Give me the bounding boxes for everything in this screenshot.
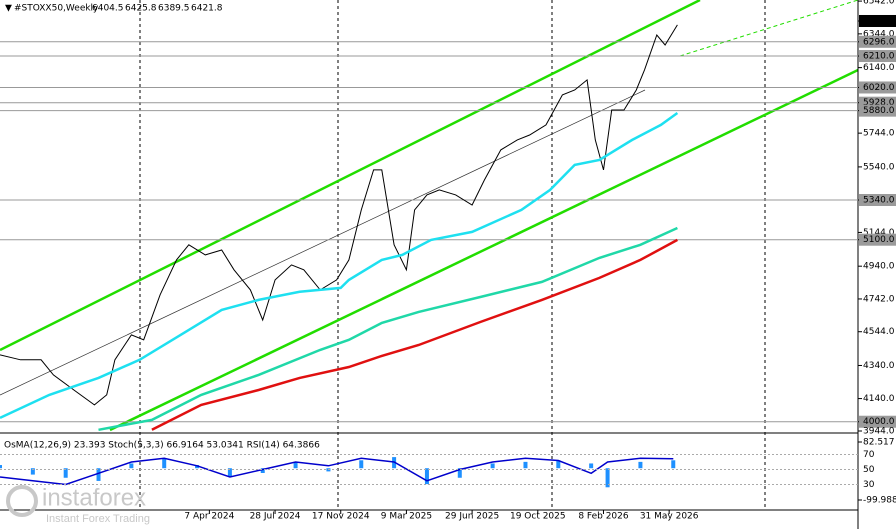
- y-tick-label: 4140.0: [863, 394, 895, 404]
- y-tick-label: 82.517: [863, 438, 895, 448]
- x-tick-label: 29 Jun 2025: [445, 512, 499, 522]
- x-tick-label: 28 Jul 2024: [250, 512, 301, 522]
- price-box: [859, 193, 896, 206]
- collapse-icon[interactable]: ▼: [5, 4, 12, 14]
- ohlc-value: 6404.5: [92, 4, 124, 14]
- trend-line: [0, 89, 646, 396]
- y-tick-label: 3944.0: [863, 427, 895, 437]
- x-tick-label: 7 Apr 2024: [184, 512, 234, 522]
- price-box: [859, 35, 896, 48]
- y-tick-label: 4340.0: [863, 361, 895, 371]
- y2-tick-label: 50: [863, 465, 875, 475]
- y-tick-label: 6344.0: [863, 29, 895, 39]
- y-tick-label: 5880.0: [863, 106, 895, 116]
- ohlc-value: 6389.5: [158, 4, 190, 14]
- osma-bar: [457, 468, 462, 478]
- osma-bar: [0, 465, 2, 469]
- price-box: [859, 81, 896, 94]
- period-separators: [139, 0, 766, 510]
- y-tick-label: 6140.0: [863, 63, 895, 73]
- y-tick-label: 6421.8: [863, 16, 895, 26]
- y-tick-label: 4000.0: [863, 417, 895, 427]
- svg-text:instaforex: instaforex: [42, 484, 146, 511]
- osma-bar: [260, 468, 265, 473]
- y-tick-label: 5744.0: [863, 129, 895, 139]
- moving-average: [0, 111, 679, 420]
- y-tick-label: 6210.0: [863, 52, 895, 62]
- svg-text:Instant Forex Trading: Instant Forex Trading: [46, 513, 150, 525]
- price-box: [859, 233, 896, 246]
- y-tick-label: 5144.0: [863, 228, 895, 238]
- price-line: [0, 24, 678, 406]
- x-tick-label: 31 May 2026: [640, 512, 699, 522]
- indicator-title: OsMA(12,26,9) 23.393 Stoch(5,3,3) 66.916…: [4, 441, 320, 451]
- y2-tick-label: 30: [863, 480, 875, 490]
- osma-bar: [424, 468, 429, 485]
- price-box: [859, 415, 896, 428]
- osma-bar: [63, 468, 68, 478]
- osma-bar: [638, 461, 643, 469]
- y-tick-label: 4940.0: [863, 262, 895, 272]
- rsi-line: [0, 457, 674, 486]
- y-tick-label: 4544.0: [863, 327, 895, 337]
- x-tick-label: 17 Nov 2024: [312, 512, 370, 522]
- osma-bar: [195, 465, 200, 469]
- chart-title: #STOXX50,Weekly: [14, 4, 99, 14]
- y-tick-label: 5540.0: [863, 162, 895, 172]
- osma-bar: [605, 468, 610, 488]
- price-box: [859, 104, 896, 117]
- watermark: instaforex Instant Forex Trading: [6, 484, 150, 525]
- osma-bar: [96, 468, 101, 481]
- x-tick-label: 9 Mar 2025: [381, 512, 432, 522]
- osma-bar: [129, 463, 134, 469]
- ohlc-value: 6425.8: [125, 4, 157, 14]
- osma-bar: [30, 468, 35, 475]
- y-tick-label: 6296.0: [863, 37, 895, 47]
- y-tick-label: 6542.0: [863, 0, 895, 7]
- moving-average: [151, 238, 678, 431]
- y-tick-label: 4742.0: [863, 294, 895, 304]
- channel-projection: [679, 0, 859, 57]
- channel-lines: [0, 0, 859, 432]
- price-box: [859, 50, 896, 63]
- y2-tick-label: 70: [863, 450, 875, 460]
- y-tick-label: 5928.0: [863, 98, 895, 108]
- osma-bar: [227, 468, 232, 477]
- y-tick-label: 5340.0: [863, 195, 895, 205]
- ohlc-value: 6421.8: [191, 4, 223, 14]
- x-tick-label: 19 Oct 2025: [510, 512, 566, 522]
- osma-bar: [671, 460, 676, 469]
- osma-bar: [556, 460, 561, 469]
- price-box: [859, 14, 896, 27]
- osma-bar: [490, 463, 495, 469]
- y-tick-label: -99.988: [863, 496, 896, 506]
- moving-average: [98, 226, 678, 432]
- osma-bar: [523, 461, 528, 469]
- osma-bar: [359, 460, 364, 469]
- osma-bar: [293, 461, 298, 469]
- x-tick-label: 8 Feb 2026: [578, 512, 629, 522]
- osma-bar: [162, 458, 167, 469]
- y-tick-label: 6020.0: [863, 83, 895, 93]
- y-tick-label: 5100.0: [863, 235, 895, 245]
- osma-bar: [589, 463, 594, 469]
